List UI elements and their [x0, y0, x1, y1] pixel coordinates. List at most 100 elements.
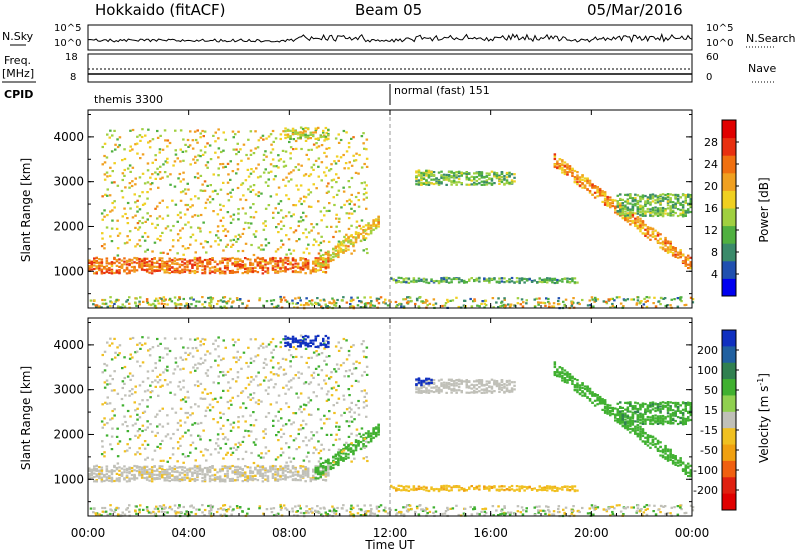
power-cell	[221, 271, 224, 274]
velocity-cell	[319, 462, 322, 465]
power-cell	[176, 258, 179, 261]
power-cell	[193, 269, 197, 273]
velocity-cell	[276, 479, 280, 482]
power-cell	[123, 168, 126, 172]
power-cell	[339, 241, 343, 244]
power-cell	[422, 182, 426, 185]
velocity-cell	[317, 353, 321, 356]
power-cell	[289, 135, 292, 138]
power-cell	[191, 204, 194, 207]
velocity-cell	[339, 452, 343, 455]
power-cell	[455, 181, 458, 184]
power-cell	[287, 197, 291, 201]
velocity-cell	[161, 425, 165, 428]
power-cell	[510, 173, 514, 176]
power-cell	[442, 175, 446, 179]
power-cell	[134, 226, 137, 229]
velocity-cell	[156, 425, 159, 428]
power-cell	[669, 248, 672, 251]
power-cell	[616, 213, 619, 216]
power-cell	[654, 235, 657, 238]
velocity-cell	[329, 466, 333, 469]
power-cell	[666, 195, 670, 198]
power-cell	[199, 132, 202, 135]
power-cell	[325, 166, 328, 169]
power-cell	[449, 299, 452, 302]
velocity-cell	[131, 374, 135, 377]
power-cell	[631, 197, 635, 200]
velocity-cell	[216, 476, 219, 479]
power-cell	[601, 190, 604, 193]
power-cell	[150, 267, 154, 270]
power-cell	[649, 203, 652, 206]
power-cell	[656, 195, 660, 198]
power-cell	[634, 199, 637, 202]
power-cell	[305, 247, 309, 250]
velocity-cell	[124, 420, 127, 424]
power-cell	[422, 177, 426, 180]
velocity-cell	[247, 396, 250, 399]
power-cell	[272, 165, 276, 168]
power-cell	[343, 203, 346, 206]
power-cell	[425, 183, 428, 186]
power-cell	[319, 241, 323, 244]
power-cell	[234, 271, 237, 274]
velocity-cell	[174, 337, 177, 340]
power-cell	[626, 201, 630, 204]
velocity-cell	[281, 477, 285, 481]
power-cell	[684, 259, 687, 262]
velocity-cell	[306, 475, 310, 478]
power-cell	[652, 302, 655, 305]
velocity-cell	[314, 367, 318, 370]
power-cell	[669, 247, 672, 250]
velocity-cell	[269, 466, 272, 469]
power-cell	[654, 199, 657, 202]
power-cell	[611, 198, 614, 202]
power-cell	[493, 171, 496, 174]
power-cell	[140, 268, 144, 271]
power-cell	[146, 218, 149, 221]
velocity-cell	[149, 384, 152, 387]
power-cell	[211, 266, 214, 269]
power-cell	[176, 233, 180, 236]
velocity-cell	[236, 479, 239, 482]
power-cell	[193, 261, 197, 264]
velocity-cell	[301, 427, 305, 430]
power-cell	[563, 170, 567, 173]
velocity-cell	[186, 468, 189, 471]
power-cell	[141, 153, 145, 156]
power-cell	[304, 139, 308, 142]
velocity-cell	[183, 478, 187, 481]
power-cell	[660, 296, 663, 300]
velocity-cell	[93, 465, 96, 468]
velocity-cell	[339, 458, 343, 461]
velocity-cell	[199, 382, 203, 385]
power-cell	[634, 219, 637, 222]
power-cell	[432, 281, 436, 284]
velocity-cell	[100, 480, 104, 483]
power-cell	[310, 166, 313, 169]
velocity-cell	[201, 397, 205, 400]
velocity-cell	[188, 477, 192, 480]
power-cell	[299, 258, 302, 262]
velocity-cell	[111, 378, 114, 381]
power-cell	[199, 230, 202, 233]
power-cell	[234, 235, 237, 238]
power-cell	[485, 179, 489, 182]
power-cell	[128, 302, 131, 305]
power-cell	[218, 272, 222, 275]
velocity-cell	[118, 473, 121, 476]
power-cell	[235, 297, 239, 300]
power-cell	[203, 266, 207, 269]
power-cell	[194, 155, 197, 158]
power-cell	[266, 261, 270, 264]
velocity-cell	[296, 470, 300, 473]
velocity-cell	[105, 465, 109, 468]
power-cell	[656, 209, 660, 212]
velocity-cell	[224, 346, 227, 349]
power-cell	[120, 263, 124, 266]
power-cell	[304, 136, 307, 139]
power-cell	[420, 181, 423, 184]
velocity-cell	[219, 416, 222, 419]
power-cell	[556, 162, 559, 165]
